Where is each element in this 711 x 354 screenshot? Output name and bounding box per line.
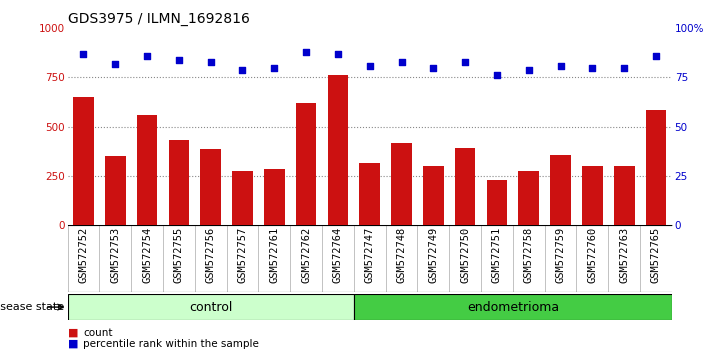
Text: GSM572765: GSM572765 [651,227,661,283]
Bar [105,156,126,225]
Point [491,73,503,78]
Text: GSM572753: GSM572753 [110,227,120,283]
Text: GSM572750: GSM572750 [460,227,470,283]
Point [587,65,598,70]
Bar [264,169,284,225]
Point [141,53,153,59]
Text: GSM572747: GSM572747 [365,227,375,283]
Text: GSM572749: GSM572749 [428,227,439,283]
Point [619,65,630,70]
Text: GSM572754: GSM572754 [142,227,152,283]
Text: GSM572760: GSM572760 [587,227,597,283]
Bar [518,171,539,225]
Text: GSM572762: GSM572762 [301,227,311,283]
Bar [582,166,603,225]
Point [364,63,375,68]
Text: count: count [83,328,112,338]
Point [459,59,471,64]
Bar [73,97,94,225]
Point [77,51,89,57]
Text: control: control [189,301,232,314]
Bar [354,294,672,320]
Bar [391,143,412,225]
Point [555,63,566,68]
Bar [137,115,157,225]
Text: GSM572759: GSM572759 [555,227,565,283]
Text: GSM572757: GSM572757 [237,227,247,283]
Point [427,65,439,70]
Text: GSM572756: GSM572756 [205,227,215,283]
Text: GDS3975 / ILMN_1692816: GDS3975 / ILMN_1692816 [68,12,250,26]
Bar [328,75,348,225]
Bar [614,166,634,225]
Bar [423,166,444,225]
Point [269,65,280,70]
Point [523,67,535,73]
Bar [646,110,666,225]
Point [651,53,662,59]
Bar [359,163,380,225]
Bar [232,171,253,225]
Bar [486,179,507,225]
Point [301,49,312,55]
Bar [550,155,571,225]
Point [109,61,121,67]
Point [396,59,407,64]
Text: disease state: disease state [0,302,64,312]
Point [205,59,216,64]
Text: GSM572752: GSM572752 [78,227,88,283]
Bar [201,149,221,225]
Text: GSM572761: GSM572761 [269,227,279,283]
Bar [296,103,316,225]
Bar [455,148,476,225]
Text: GSM572755: GSM572755 [174,227,184,283]
Text: GSM572751: GSM572751 [492,227,502,283]
Text: GSM572748: GSM572748 [397,227,407,283]
Text: ■: ■ [68,328,78,338]
Text: GSM572758: GSM572758 [524,227,534,283]
Text: GSM572763: GSM572763 [619,227,629,283]
Point [332,51,343,57]
Bar [169,140,189,225]
Text: ■: ■ [68,339,78,349]
Text: endometrioma: endometrioma [467,301,559,314]
Point [173,57,185,63]
Bar [68,294,354,320]
Point [237,67,248,73]
Text: percentile rank within the sample: percentile rank within the sample [83,339,259,349]
Text: GSM572764: GSM572764 [333,227,343,283]
